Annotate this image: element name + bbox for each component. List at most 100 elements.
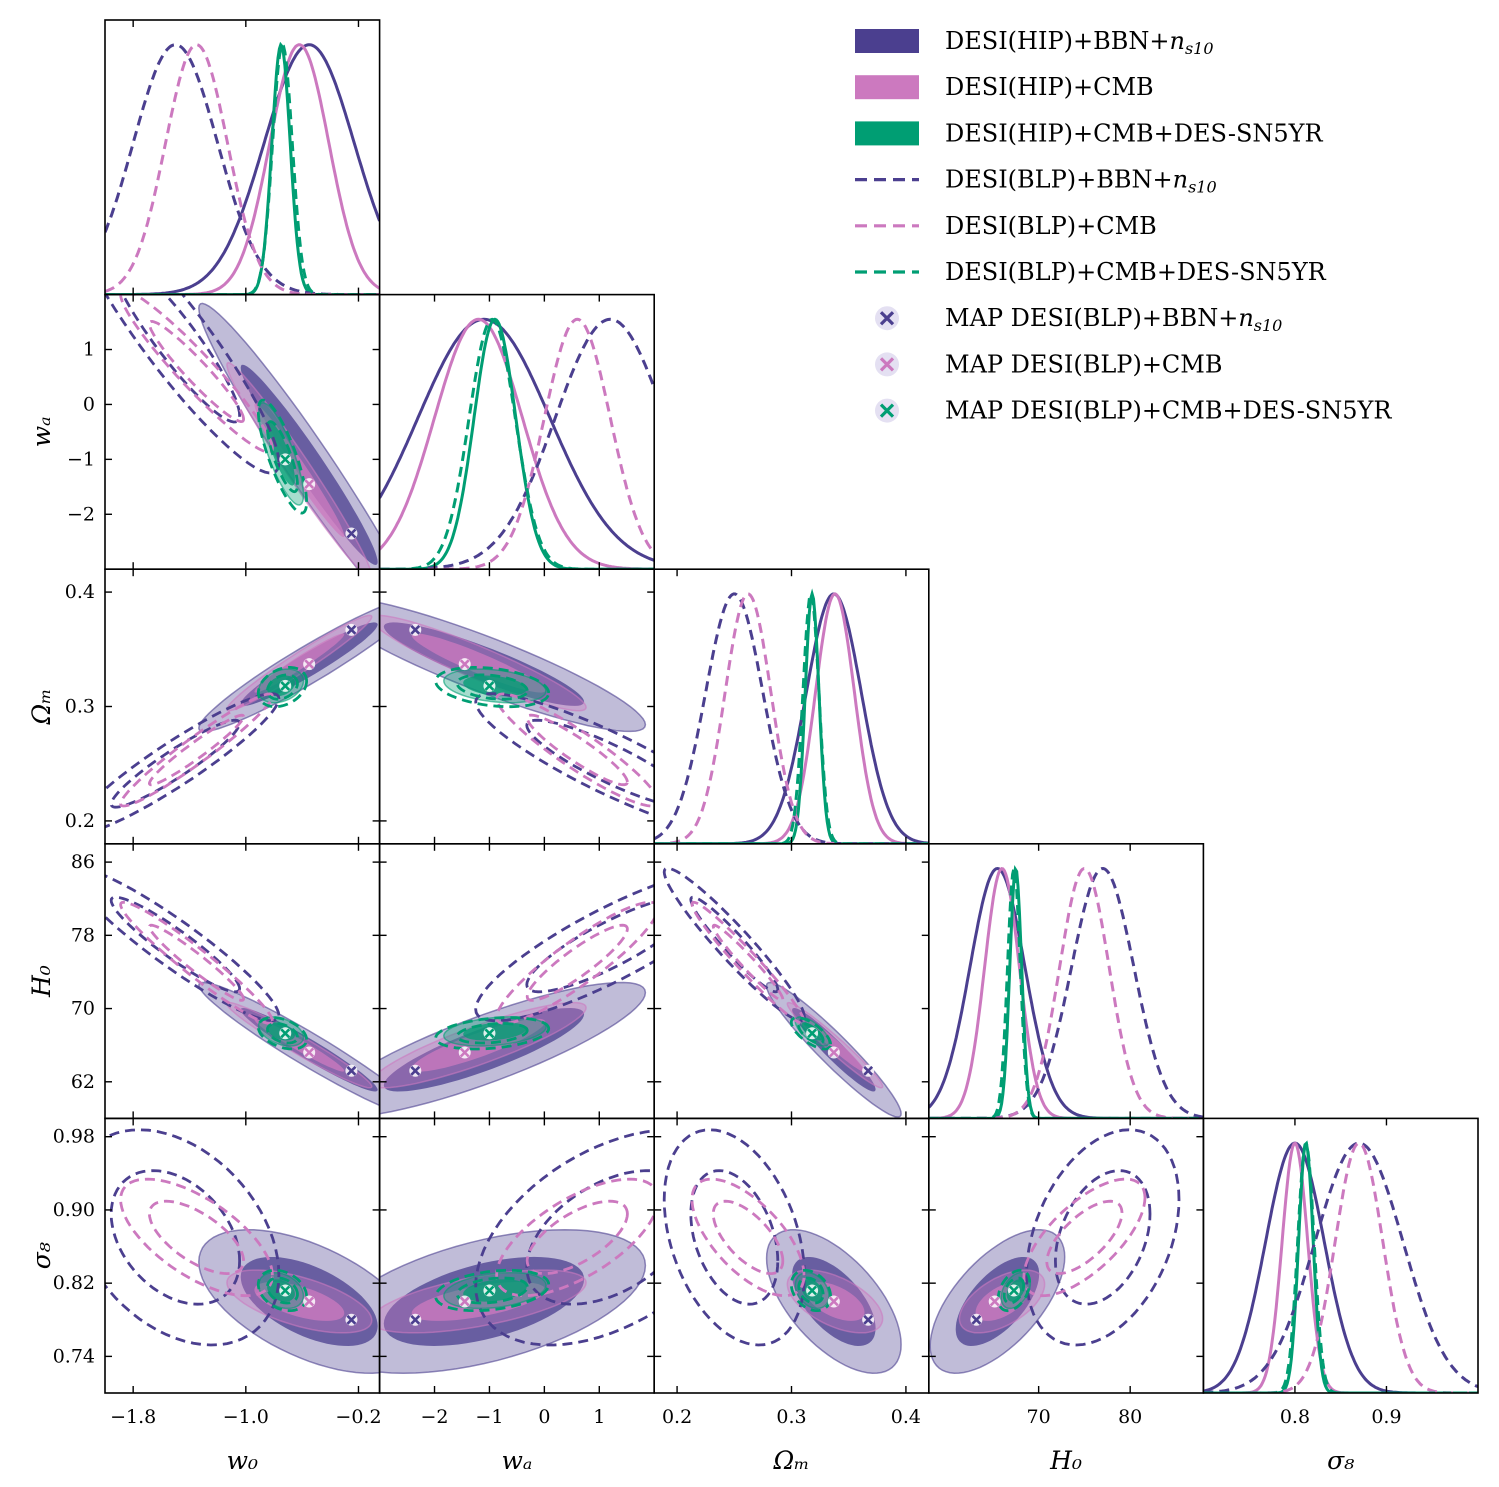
- map-point: [484, 1285, 495, 1296]
- map-point: [280, 1028, 291, 1039]
- marginal-wa-DESI(BLP)+CMB+DES-SN5YR: [379, 317, 655, 570]
- contour-95-DESI(BLP)+CMB: [690, 1177, 806, 1298]
- x-tick-label-w0: −1.0: [223, 1406, 269, 1428]
- legend-label: DESI(HIP)+CMB: [945, 73, 1154, 101]
- map-point: [863, 1065, 874, 1076]
- map-point: [280, 454, 291, 465]
- panel-w0-s8: [105, 1128, 380, 1374]
- contour-95-DESI(BLP)+CMB+DES-SN5YR: [434, 1016, 551, 1051]
- panel-w0-H0: [105, 874, 380, 1107]
- marginal-wa-DESI(HIP)+CMB: [379, 317, 655, 570]
- map-point: [346, 1314, 357, 1325]
- map-point: [459, 1047, 470, 1058]
- legend-subscript: s10: [1254, 316, 1283, 335]
- map-point: [484, 680, 495, 691]
- legend-n: n: [1238, 304, 1253, 332]
- map-point: [828, 1047, 839, 1058]
- map-point: [828, 1296, 839, 1307]
- x-tick-label-w0: −1.8: [110, 1406, 156, 1428]
- legend-item: MAP DESI(BLP)+CMB: [875, 350, 1223, 378]
- contour-68-DESI(BLP)+CMB: [711, 923, 785, 1002]
- panel-wa-s8: [379, 1129, 655, 1374]
- panel-w0-w0: [105, 41, 380, 295]
- y-axis-label-H0: H₀: [27, 965, 56, 998]
- contour-68-DESI(BLP)+BBN+n_s10: [525, 718, 655, 803]
- contour-95-DESI(BLP)+CMB: [1022, 1177, 1147, 1298]
- map-point: [346, 528, 357, 539]
- map-point: [459, 1296, 470, 1307]
- marginal-H0-DESI(HIP)+BBN+n_s10: [928, 866, 1204, 1119]
- legend-swatch: [855, 29, 919, 53]
- y-tick-label-wa: −1: [67, 448, 95, 470]
- contour-95-DESI(BLP)+CMB+DES-SN5YR: [434, 1268, 551, 1312]
- marginal-H0-DESI(BLP)+CMB: [928, 867, 1204, 1119]
- legend-label: MAP DESI(BLP)+BBN+ns10: [945, 304, 1282, 335]
- contour-68-DESI(BLP)+BBN+n_s10: [689, 1169, 780, 1306]
- contour-95-DESI(BLP)+CMB+DES-SN5YR: [434, 666, 551, 709]
- marginal-wa-DESI(BLP)+BBN+n_s10: [379, 317, 655, 570]
- marginal-H0-DESI(BLP)+BBN+n_s10: [928, 866, 1204, 1119]
- x-axis-label-s8: σ₈: [1327, 1446, 1354, 1475]
- y-tick-label-Om: 0.3: [65, 696, 95, 718]
- legend-label: DESI(BLP)+CMB+DES-SN5YR: [945, 258, 1327, 286]
- contour-68-DESI(BLP)+CMB+DES-SN5YR: [797, 1276, 825, 1305]
- legend-label: DESI(HIP)+BBN+ns10: [945, 27, 1214, 58]
- legend-item: DESI(BLP)+BBN+ns10: [855, 166, 1217, 197]
- contour-68-DESI(BLP)+BBN+n_s10: [525, 1169, 655, 1306]
- x-axis-label-H0: H₀: [1049, 1446, 1082, 1475]
- contour-68-DESI(BLP)+CMB: [525, 1199, 629, 1276]
- contour-68-DESI(BLP)+CMB: [525, 713, 629, 787]
- map-point: [346, 1065, 357, 1076]
- map-point: [863, 1314, 874, 1325]
- legend-subscript: s10: [1185, 39, 1214, 58]
- y-tick-label-s8: 0.98: [53, 1126, 95, 1148]
- contour-68-DESI(BLP)+BBN+n_s10: [525, 900, 655, 994]
- panel-frame: [1202, 1117, 1479, 1394]
- contour-95-DESI(BLP)+CMB+DES-SN5YR: [256, 1016, 309, 1051]
- panel-w0-Om: [105, 606, 380, 829]
- contour-68-DESI(BLP)+CMB+DES-SN5YR: [1002, 1276, 1026, 1305]
- marginal-s8-DESI(HIP)+BBN+n_s10: [1203, 1141, 1478, 1394]
- legend-label: DESI(BLP)+CMB: [945, 212, 1157, 240]
- x-tick-label-s8: 0.9: [1371, 1406, 1401, 1428]
- panel-s8-s8: [1203, 1140, 1479, 1394]
- contour-95-DESI(BLP)+BBN+n_s10: [662, 866, 806, 1023]
- legend-item: DESI(BLP)+CMB: [855, 212, 1157, 240]
- contour-68-DESI(BLP)+CMB+DES-SN5YR: [266, 420, 299, 494]
- contour-68-DESI(BLP)+CMB: [147, 923, 246, 1002]
- map-point: [304, 479, 315, 489]
- y-axis-label-Om: Ωₘ: [27, 688, 56, 725]
- panel-wa-Om: [379, 601, 655, 817]
- y-tick-label-s8: 0.82: [53, 1272, 95, 1294]
- contour-68-DESI(HIP)+CMB: [411, 633, 546, 693]
- contour-95-DESI(BLP)+CMB+DES-SN5YR: [256, 666, 309, 709]
- legend-label: MAP DESI(BLP)+CMB: [945, 350, 1223, 378]
- map-point: [971, 1314, 982, 1325]
- contour-68-DESI(BLP)+CMB: [711, 1199, 785, 1276]
- legend-label: DESI(HIP)+CMB+DES-SN5YR: [945, 119, 1324, 147]
- contour-95-DESI(BLP)+CMB: [495, 692, 655, 808]
- contour-95-DESI(BLP)+BBN+n_s10: [474, 1129, 655, 1347]
- y-tick-label-s8: 0.74: [53, 1345, 95, 1367]
- x-tick-label-wa: 0: [538, 1406, 550, 1428]
- y-tick-label-Om: 0.4: [65, 581, 95, 603]
- marginal-s8-DESI(HIP)+CMB: [1203, 1141, 1478, 1394]
- x-tick-label-wa: 1: [593, 1406, 605, 1428]
- contour-95-DESI(BLP)+BBN+n_s10: [105, 1128, 281, 1347]
- contour-95-DESI(BLP)+BBN+n_s10: [474, 883, 655, 1023]
- x-tick-label-H0: 70: [1027, 1406, 1051, 1428]
- panel-H0-H0: [928, 865, 1204, 1119]
- y-tick-label-H0: 70: [71, 998, 95, 1020]
- contour-68-DESI(BLP)+CMB+DES-SN5YR: [797, 1022, 825, 1045]
- contour-68-DESI(BLP)+CMB+DES-SN5YR: [455, 1276, 529, 1305]
- marginal-wa-DESI(BLP)+CMB: [379, 317, 655, 570]
- y-tick-label-wa: −2: [67, 503, 95, 525]
- x-axis-label-wa: wₐ: [502, 1446, 533, 1475]
- legend-label: MAP DESI(BLP)+CMB+DES-SN5YR: [945, 397, 1392, 425]
- y-tick-label-s8: 0.90: [53, 1199, 95, 1221]
- contour-95-DESI(BLP)+CMB: [495, 1177, 655, 1298]
- contour-68-DESI(BLP)+BBN+n_s10: [689, 895, 780, 994]
- contour-68-DESI(BLP)+BBN+n_s10: [1053, 1169, 1152, 1306]
- contour-95-DESI(BLP)+BBN+n_s10: [105, 294, 281, 475]
